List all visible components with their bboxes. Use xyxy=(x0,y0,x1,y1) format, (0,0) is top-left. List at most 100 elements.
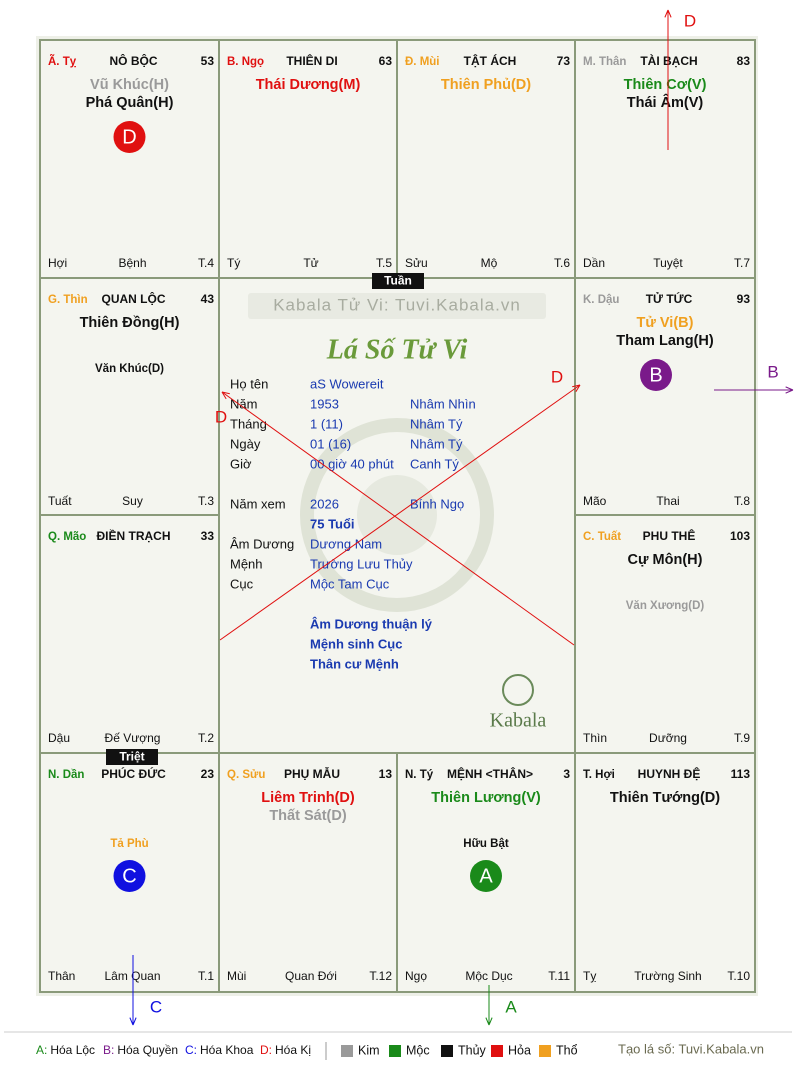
element-label: Thổ xyxy=(556,1043,578,1057)
legend-key: B: xyxy=(103,1043,114,1057)
minor-star: Văn Xương(D) xyxy=(626,600,705,612)
minor-star: Tả Phù xyxy=(110,838,148,850)
palace-stem: C. Tuất xyxy=(583,531,621,543)
major-star: Liêm Trinh(D) xyxy=(261,790,355,806)
element-label: Kim xyxy=(358,1043,380,1057)
cross-label: D xyxy=(215,407,227,426)
palace-age: 93 xyxy=(737,292,751,306)
palace-age: 73 xyxy=(557,54,571,68)
palace-age: 43 xyxy=(201,292,215,306)
palace-age: 113 xyxy=(731,767,751,781)
info-label: Âm Dương xyxy=(230,536,294,551)
hoa-arrow-head xyxy=(129,1017,137,1026)
palace-phase: Thai xyxy=(656,494,679,508)
palace-name: PHU THÊ xyxy=(643,528,696,543)
palace-phase: Mộc Dục xyxy=(465,969,512,983)
hoa-badge xyxy=(470,860,502,892)
major-star: Thiên Tướng(D) xyxy=(610,790,720,806)
minor-star: Văn Khúc(D) xyxy=(95,363,164,375)
center-emblem xyxy=(300,418,494,612)
info-value: 01 (16) xyxy=(310,436,351,451)
cross-line-head xyxy=(221,391,230,400)
legend-key: A: xyxy=(36,1043,47,1057)
hoa-arrow-label: B xyxy=(767,362,778,381)
info-note: Mệnh sinh Cục xyxy=(310,636,402,651)
palace-stem: B. Ngọ xyxy=(227,56,264,68)
hoa-badge xyxy=(640,359,672,391)
palace-month: T.10 xyxy=(727,969,750,983)
major-star: Thiên Lương(V) xyxy=(431,790,541,806)
hoa-badge-letter: D xyxy=(122,126,136,148)
major-star: Vũ Khúc(H) xyxy=(90,77,169,93)
info-label: Ngày xyxy=(230,436,261,451)
watermark: Kabala Tử Vi: Tuvi.Kabala.vn xyxy=(273,295,521,314)
palace-branch: Mão xyxy=(583,494,607,508)
tuan-badge xyxy=(372,273,424,289)
palace-phase: Suy xyxy=(122,494,143,508)
triet-label: Triệt xyxy=(119,750,144,764)
element-label: Thủy xyxy=(458,1043,487,1057)
major-star: Cự Môn(H) xyxy=(628,552,703,568)
palace-phase: Bệnh xyxy=(118,256,146,270)
element-swatch xyxy=(539,1045,551,1057)
info-value: 75 Tuổi xyxy=(310,516,355,531)
element-swatch xyxy=(441,1045,453,1057)
major-star: Thái Âm(V) xyxy=(627,93,704,111)
palace-phase: Quan Đới xyxy=(285,969,337,983)
hoa-badge xyxy=(113,121,146,153)
hoa-arrow-head xyxy=(785,386,794,394)
palace-stem: K. Dậu xyxy=(583,294,619,306)
palace-month: T.4 xyxy=(198,256,214,270)
palace-month: T.2 xyxy=(198,731,214,745)
info-extra: Nhâm Tý xyxy=(410,416,463,431)
element-swatch xyxy=(341,1045,353,1057)
palace-stem: Q. Mão xyxy=(48,531,86,543)
cross-label: D xyxy=(551,367,563,386)
palace-month: T.7 xyxy=(734,256,750,270)
palace-branch: Mùi xyxy=(227,969,246,983)
center-title: Lá Số Tử Vi xyxy=(326,334,468,365)
element-label: Hỏa xyxy=(508,1043,531,1057)
palace-name: THIÊN DI xyxy=(286,53,337,68)
palace-name: PHÚC ĐỨC xyxy=(101,766,166,781)
info-extra: Nhâm Nhìn xyxy=(410,396,476,411)
element-swatch xyxy=(491,1045,503,1057)
logo-icon xyxy=(502,674,534,706)
watermark-box xyxy=(248,293,546,319)
palace-name: NÔ BỘC xyxy=(110,53,158,68)
palace-branch: Thìn xyxy=(583,731,607,745)
minor-star: Hữu Bật xyxy=(463,838,509,850)
palace-branch: Tỵ xyxy=(583,969,596,983)
hoa-badge-letter: C xyxy=(122,865,136,887)
info-extra: Nhâm Tý xyxy=(410,436,463,451)
info-label: Mệnh xyxy=(230,556,263,571)
palace-month: T.8 xyxy=(734,494,750,508)
palace-name: PHỤ MẪU xyxy=(284,766,340,781)
hoa-badge xyxy=(113,860,146,892)
info-label: Giờ xyxy=(230,456,252,471)
info-label: Họ tên xyxy=(230,376,268,391)
hoa-arrow-head xyxy=(485,1017,493,1026)
info-value: 00 giờ 40 phút xyxy=(310,456,394,471)
palace-age: 33 xyxy=(201,529,215,543)
legend-text: Hóa Lộc xyxy=(50,1043,95,1057)
palace-phase: Tuyệt xyxy=(653,256,683,270)
tuan-label: Tuần xyxy=(384,274,412,288)
palace-month: T.5 xyxy=(376,256,392,270)
info-value: 1953 xyxy=(310,396,339,411)
info-label: Năm xyxy=(230,396,257,411)
hoa-arrow-label: A xyxy=(505,997,517,1016)
major-star: Tử Vi(B) xyxy=(637,315,694,331)
palace-name: MỆNH <THÂN> xyxy=(447,766,533,781)
palace-name: ĐIỀN TRẠCH xyxy=(97,528,171,543)
hoa-badge-letter: A xyxy=(479,865,493,887)
palace-branch: Dần xyxy=(583,256,605,270)
palace-branch: Thân xyxy=(48,969,75,983)
palace-stem: Ã. Tỵ xyxy=(48,55,77,68)
palace-age: 53 xyxy=(201,54,215,68)
palace-stem: M. Thân xyxy=(583,56,626,68)
info-label: Tháng xyxy=(230,416,267,431)
info-value: Trường Lưu Thủy xyxy=(310,556,413,571)
